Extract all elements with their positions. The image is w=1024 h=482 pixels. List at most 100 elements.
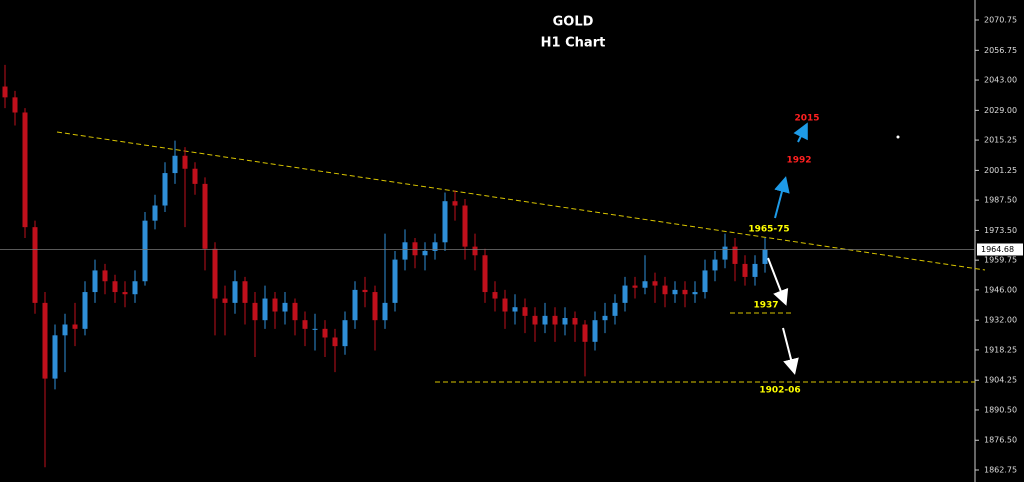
candle-body [432, 242, 438, 251]
candle-body [632, 285, 638, 288]
candle-body [312, 328, 318, 330]
candle-body [482, 255, 488, 293]
candle-body [422, 250, 428, 256]
candle-body [702, 270, 708, 293]
candle-body [512, 307, 518, 312]
candle-body [62, 324, 68, 336]
candle-body [202, 183, 208, 249]
candle-body [662, 285, 668, 295]
candle-body [42, 302, 48, 379]
y-tick-label: 1973.50 [984, 226, 1017, 235]
y-tick-label: 1862.75 [984, 465, 1017, 474]
candle-body [582, 324, 588, 342]
arrow [767, 257, 789, 306]
y-tick-label: 2043.00 [984, 76, 1017, 85]
candle-body [92, 270, 98, 293]
candle-body [102, 270, 108, 282]
candle-body [152, 205, 158, 221]
candle-body [282, 302, 288, 312]
trendline [56, 131, 986, 271]
candle-body [142, 220, 148, 282]
plot [2, 64, 768, 468]
candle-body [572, 318, 578, 325]
candle-body [192, 168, 198, 184]
y-tick-label: 1987.50 [984, 196, 1017, 205]
annotation: 1902-06 [759, 386, 800, 396]
candle-body [132, 281, 138, 295]
y-tick-label: 1876.50 [984, 436, 1017, 445]
chart-subtitle: H1 Chart [541, 36, 606, 51]
candle-body [72, 324, 78, 329]
candle-body [162, 173, 168, 206]
candle-body [342, 320, 348, 347]
candle-body [762, 249, 768, 264]
candle-body [272, 298, 278, 312]
dot [896, 135, 900, 139]
candle-body [602, 315, 608, 321]
candle-body [212, 248, 218, 299]
chart-title: GOLD [553, 15, 594, 30]
y-tick-label: 1946.00 [984, 285, 1017, 294]
arrow [774, 176, 790, 219]
candle-body [2, 86, 8, 98]
y-tick-label: 1918.25 [984, 345, 1017, 354]
candle-body [292, 302, 298, 321]
candle-body [372, 292, 378, 321]
candle-body [452, 201, 458, 206]
candle-body [242, 281, 248, 303]
candle-body [442, 201, 448, 243]
y-tick-label: 2070.75 [984, 16, 1017, 25]
candle-body [472, 246, 478, 256]
candle-body [172, 155, 178, 174]
candle-body [492, 292, 498, 299]
candle-body [52, 335, 58, 379]
candle-body [402, 242, 408, 260]
candle-body [232, 281, 238, 303]
candle-body [652, 281, 658, 286]
candle-body [712, 259, 718, 271]
candle-body [622, 285, 628, 303]
candle-body [722, 246, 728, 260]
y-tick-label: 1932.00 [984, 316, 1017, 325]
candle-body [222, 298, 228, 303]
candle-body [672, 289, 678, 295]
candle-body [752, 263, 758, 277]
annotation: 2015 [794, 114, 819, 124]
annotation: 1937 [753, 301, 778, 311]
candle-body [252, 302, 258, 321]
candle-body [302, 320, 308, 329]
candle-body [382, 302, 388, 321]
candle-body [542, 315, 548, 325]
y-tick-label: 2015.25 [984, 136, 1017, 145]
candle-body [262, 298, 268, 321]
candle-body [112, 281, 118, 293]
candle-body [82, 292, 88, 329]
candle-body [522, 307, 528, 316]
candle-body [462, 205, 468, 247]
y-tick-label: 2056.75 [984, 46, 1017, 55]
y-tick-label: 1959.75 [984, 256, 1017, 265]
arrow [782, 327, 799, 375]
arrow [793, 122, 808, 143]
candle-body [732, 246, 738, 264]
candle-body [612, 302, 618, 316]
candle-body [682, 289, 688, 295]
candle-body [642, 281, 648, 288]
candle-body [392, 259, 398, 303]
candle-body [32, 227, 38, 303]
candle-body [332, 337, 338, 347]
candle-body [122, 292, 128, 295]
y-tick-label: 2001.25 [984, 166, 1017, 175]
candle-body [692, 292, 698, 295]
candle-body [552, 315, 558, 325]
candle-body [412, 242, 418, 256]
candle-body [182, 155, 188, 169]
annotation: 1992 [786, 156, 811, 166]
candle-body [502, 298, 508, 312]
annotation: 1965-75 [748, 225, 789, 235]
candle-body [12, 97, 18, 113]
candle-body [742, 263, 748, 277]
candle-body [532, 315, 538, 325]
candle-body [22, 112, 28, 228]
